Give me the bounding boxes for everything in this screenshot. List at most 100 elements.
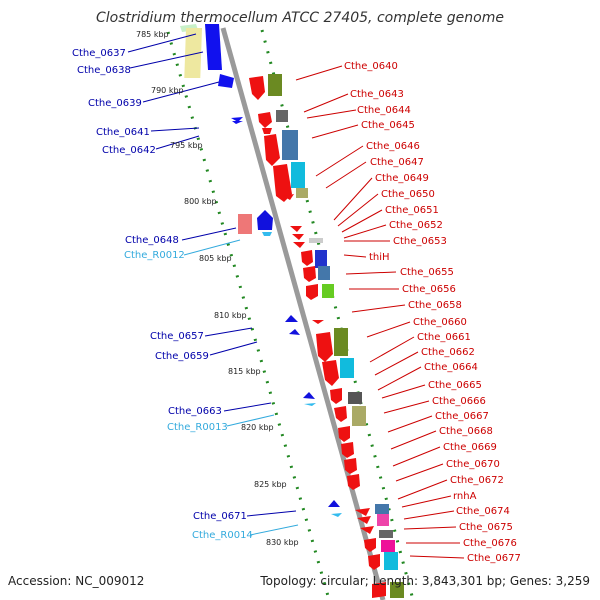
- gene-cthe-0637-box[interactable]: [184, 28, 203, 78]
- gene-cthe-0667[interactable]: [334, 406, 347, 422]
- gene-edge-box[interactable]: [390, 582, 404, 598]
- gene-label[interactable]: Cthe_0656: [402, 284, 456, 295]
- gene-cthe-0655-box[interactable]: [315, 250, 327, 268]
- gene-cthe-0643[interactable]: [258, 112, 272, 128]
- gene-cthe-0648-pink[interactable]: [238, 214, 252, 234]
- gene-label[interactable]: Cthe_0642: [102, 145, 156, 156]
- gene-cthe-0671[interactable]: [328, 500, 340, 507]
- gene-cthe-0653[interactable]: [292, 234, 304, 240]
- gene-cthe-0669[interactable]: [341, 442, 354, 458]
- gene-label[interactable]: Cthe_0639: [88, 98, 142, 109]
- gene-label[interactable]: Cthe_0672: [450, 475, 504, 486]
- gene-cthe-0647[interactable]: [282, 130, 298, 160]
- gene-label[interactable]: Cthe_0651: [385, 205, 439, 216]
- gene-cthe-0658[interactable]: [322, 284, 334, 298]
- gene-cthe-r0013[interactable]: [304, 403, 316, 406]
- gene-label[interactable]: Cthe_0646: [366, 141, 420, 152]
- gene-cthe-0663[interactable]: [303, 392, 315, 399]
- gene-cthe-0639[interactable]: [218, 74, 234, 88]
- gene-label[interactable]: Cthe_0666: [432, 396, 486, 407]
- gene-cthe-0664[interactable]: [340, 358, 354, 378]
- gene-cthe-0652[interactable]: [290, 226, 302, 232]
- gene-cthe-0657[interactable]: [285, 315, 298, 322]
- gene-label[interactable]: Cthe_0669: [443, 442, 497, 453]
- gene-cthe-0676[interactable]: [381, 540, 395, 552]
- gene-label[interactable]: Cthe_0671: [193, 511, 247, 522]
- gene-label[interactable]: Cthe_0674: [456, 506, 510, 517]
- gene-rnha[interactable]: [355, 508, 370, 516]
- gene-cthe-0670[interactable]: [344, 458, 357, 474]
- gene-label[interactable]: Cthe_0643: [350, 89, 404, 100]
- gene-label[interactable]: rnhA: [453, 491, 477, 502]
- gene-cthe-0638[interactable]: [205, 24, 222, 70]
- gene-label[interactable]: Cthe_0675: [459, 522, 513, 533]
- gene-label[interactable]: Cthe_0640: [344, 61, 398, 72]
- gene-cthe-0667-box[interactable]: [352, 406, 366, 426]
- gene-cthe-0649[interactable]: [273, 164, 292, 202]
- gene-label[interactable]: Cthe_0653: [393, 236, 447, 247]
- gene-cthe-0650[interactable]: [296, 188, 308, 198]
- gene-cthe-0674[interactable]: [357, 516, 371, 524]
- gene-label[interactable]: Cthe_0649: [375, 173, 429, 184]
- gene-label[interactable]: Cthe_0647: [370, 157, 424, 168]
- gene-cthe-0659[interactable]: [289, 329, 300, 335]
- gene-label[interactable]: Cthe_0657: [150, 331, 204, 342]
- gene-label[interactable]: Cthe_0645: [361, 120, 415, 131]
- gene-cthe-0665[interactable]: [330, 388, 342, 404]
- gene-label[interactable]: Cthe_R0014: [192, 530, 253, 541]
- gene-cthe-0658b[interactable]: [306, 284, 318, 300]
- gene-cthe-0656[interactable]: [303, 266, 316, 282]
- gene-label[interactable]: Cthe_0660: [413, 317, 467, 328]
- gene-cthe-0645[interactable]: [262, 128, 272, 134]
- gene-cthe-0653b[interactable]: [293, 242, 305, 248]
- gene-label[interactable]: Cthe_0663: [168, 406, 222, 417]
- gene-cthe-0677[interactable]: [384, 552, 398, 570]
- gene-label[interactable]: Cthe_0638: [77, 65, 131, 76]
- gene-cthe-0649-box[interactable]: [291, 162, 305, 188]
- gene-cthe-0677b[interactable]: [368, 554, 380, 570]
- gene-cthe-0666[interactable]: [348, 392, 362, 404]
- gene-label[interactable]: Cthe_R0012: [124, 250, 185, 261]
- gene-cthe-0644[interactable]: [276, 110, 288, 122]
- gene-label[interactable]: Cthe_0659: [155, 351, 209, 362]
- gene-label[interactable]: Cthe_0658: [408, 300, 462, 311]
- gene-cthe-0641[interactable]: [231, 117, 243, 122]
- gene-label[interactable]: Cthe_0637: [72, 48, 126, 59]
- gene-cthe-0651[interactable]: [283, 194, 294, 200]
- gene-label[interactable]: Cthe_0648: [125, 235, 179, 246]
- gene-label[interactable]: Cthe_0661: [417, 332, 471, 343]
- gene-cthe-0648[interactable]: [257, 210, 273, 230]
- gene-cthe-0655[interactable]: [301, 250, 313, 266]
- gene-label[interactable]: Cthe_0668: [439, 426, 493, 437]
- gene-label[interactable]: Cthe_0641: [96, 127, 150, 138]
- gene-label[interactable]: Cthe_0655: [400, 267, 454, 278]
- gene-cthe-r0012[interactable]: [262, 232, 272, 236]
- gene-label[interactable]: Cthe_0652: [389, 220, 443, 231]
- gene-rnha-box[interactable]: [375, 504, 389, 514]
- gene-cthe-0646[interactable]: [264, 134, 280, 166]
- gene-label[interactable]: Cthe_0677: [467, 553, 521, 564]
- gene-cthe-0674-box[interactable]: [377, 514, 389, 526]
- gene-cthe-0676b[interactable]: [364, 538, 376, 552]
- gene-label[interactable]: Cthe_0670: [446, 459, 500, 470]
- gene-label[interactable]: thiH: [369, 252, 390, 263]
- gene-cthe-0661-box[interactable]: [334, 328, 348, 356]
- gene-cthe-0662[interactable]: [322, 360, 339, 386]
- gene-cthe-0656-box[interactable]: [318, 266, 330, 280]
- gene-cthe-0640[interactable]: [249, 76, 265, 100]
- gene-cthe-0640-box[interactable]: [268, 74, 282, 96]
- gene-label[interactable]: Cthe_0676: [463, 538, 517, 549]
- gene-label[interactable]: Cthe_0662: [421, 347, 475, 358]
- gene-cthe-0675[interactable]: [360, 526, 374, 534]
- gene-label[interactable]: Cthe_0665: [428, 380, 482, 391]
- gene-edge[interactable]: [372, 582, 386, 598]
- gene-cthe-0642[interactable]: [232, 121, 243, 124]
- gene-label[interactable]: Cthe_0644: [357, 105, 411, 116]
- gene-cthe-r0014[interactable]: [331, 513, 342, 517]
- gene-label[interactable]: Cthe_0650: [381, 189, 435, 200]
- gene-label[interactable]: Cthe_0667: [435, 411, 489, 422]
- gene-cthe-0675-box[interactable]: [379, 530, 393, 538]
- gene-label[interactable]: Cthe_R0013: [167, 422, 228, 433]
- gene-label[interactable]: Cthe_0664: [424, 362, 478, 373]
- gene-cthe-0668[interactable]: [338, 426, 350, 442]
